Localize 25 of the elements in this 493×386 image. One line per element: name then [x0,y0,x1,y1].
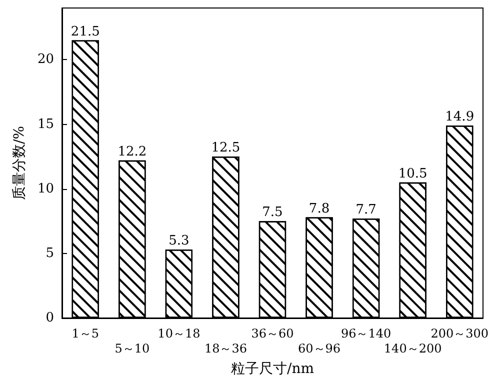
y-axis-title: 质量分数/% [12,126,28,200]
data-label: 5.3 [168,234,190,249]
x-tick-label: 5～10 [114,342,150,356]
x-tick-label: 96～140 [340,326,392,340]
x-tick-label: 36～60 [251,326,294,340]
data-label: 21.5 [70,24,100,40]
data-label: 14.9 [445,110,474,125]
data-label: 12.5 [211,140,240,156]
y-tick-label: 15 [37,116,54,132]
x-tick-label: 1～5 [72,326,100,340]
y-tick-label: 5 [46,246,54,261]
data-label: 7.7 [356,202,376,218]
data-label: 7.8 [308,201,330,216]
x-tick-label: 60～96 [298,342,341,356]
y-tick-label: 0 [46,310,54,326]
x-axis-title: 粒子尺寸/nm [230,361,314,377]
y-tick-label: 20 [37,52,54,68]
data-label: 7.5 [262,205,283,220]
x-tick-label: 18～36 [204,342,247,356]
x-tick-label: 200～300 [430,326,489,340]
y-tick-label: 10 [37,181,54,196]
x-tick-label: 10～18 [158,326,200,340]
data-label: 10.5 [398,166,428,182]
x-tick-label: 140～200 [384,342,442,356]
data-label: 12.2 [118,144,147,160]
